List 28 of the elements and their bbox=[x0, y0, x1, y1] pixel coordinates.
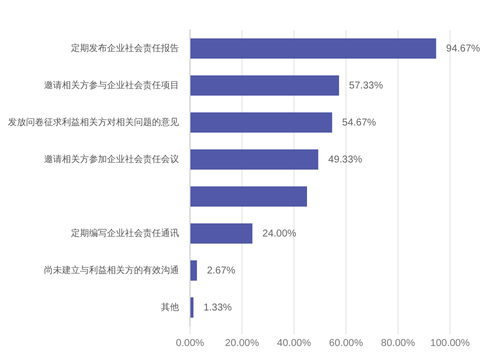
data-label: 54.67% bbox=[342, 117, 376, 128]
y-tick-label: 定期发布企业社会责任报告 bbox=[71, 42, 179, 54]
x-tick-label: 80.00% bbox=[381, 338, 416, 349]
data-label: 24.00% bbox=[262, 228, 296, 240]
bar bbox=[190, 297, 194, 318]
bar bbox=[190, 112, 332, 133]
y-tick-label: 定期编写企业社会责任通讯 bbox=[71, 228, 179, 239]
y-tick-label: 尚未建立与利益相关方的有效沟通 bbox=[44, 264, 179, 276]
y-tick-label: 邀请相关方参加企业社会责任会议 bbox=[44, 154, 179, 165]
y-tick-label: 发放问卷征求利益相关方对相关问题的意见 bbox=[8, 116, 179, 128]
x-tick-label: 60.00% bbox=[329, 338, 364, 349]
x-tick-label: 0.00% bbox=[176, 338, 204, 349]
bar bbox=[190, 260, 197, 281]
y-tick-label: 邀请相关方参与企业社会责任项目 bbox=[44, 80, 179, 91]
data-label: 1.33% bbox=[203, 302, 232, 314]
data-label: 2.67% bbox=[206, 265, 236, 276]
bar bbox=[190, 149, 318, 170]
x-tick-label: 100.00% bbox=[430, 338, 470, 349]
data-label: 94.67% bbox=[446, 43, 480, 54]
bar bbox=[190, 38, 436, 59]
x-tick-label: 40.00% bbox=[277, 338, 312, 349]
y-tick-label: 其他 bbox=[161, 302, 179, 313]
bar bbox=[190, 223, 252, 244]
data-label: 57.33% bbox=[349, 80, 384, 92]
bar bbox=[190, 75, 340, 96]
x-tick-label: 20.00% bbox=[225, 338, 260, 349]
bar bbox=[190, 186, 307, 207]
data-label: 49.33% bbox=[328, 154, 362, 166]
